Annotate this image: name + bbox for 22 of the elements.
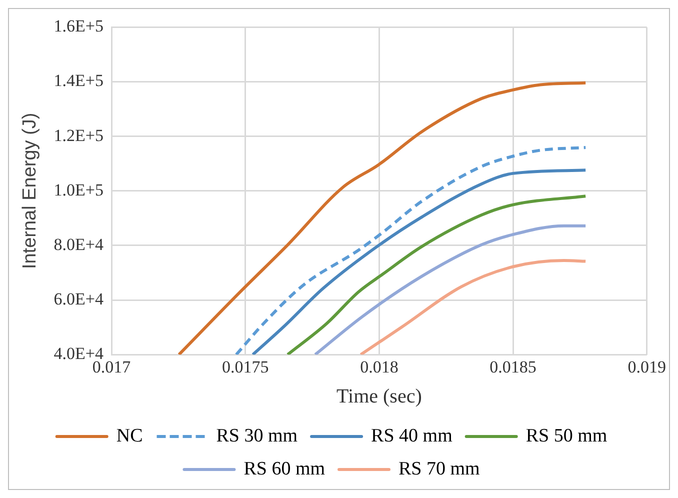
x-axis-title: Time (sec)	[336, 385, 422, 408]
line-series	[359, 258, 588, 355]
legend-label: RS 40 mm	[371, 425, 453, 446]
y-tick-label: 1.4E+5	[54, 71, 104, 90]
legend-label: RS 70 mm	[398, 458, 480, 480]
x-tick-label: 0.0185	[490, 357, 536, 376]
line-series	[286, 194, 588, 355]
y-tick-label: 1.6E+5	[54, 16, 104, 36]
x-tick-label: 0.018	[360, 357, 398, 376]
y-tick-label: 6.0E+4	[54, 290, 104, 308]
y-axis-title: Internal Energy (J)	[20, 112, 41, 270]
legend-label: RS 60 mm	[244, 458, 326, 480]
line-series	[177, 81, 588, 355]
y-tick-label: 1.2E+5	[54, 126, 104, 145]
x-tick-label: 0.0175	[222, 357, 269, 376]
y-tick-label: 1.0E+5	[54, 180, 104, 200]
x-tick-label: 0.019	[628, 357, 666, 376]
y-tick-label: 8.0E+4	[54, 234, 104, 254]
legend-label: RS 30 mm	[216, 425, 298, 446]
line-series	[314, 224, 588, 355]
legend-label: RS 50 mm	[526, 425, 608, 446]
legend-label: NC	[116, 425, 143, 446]
